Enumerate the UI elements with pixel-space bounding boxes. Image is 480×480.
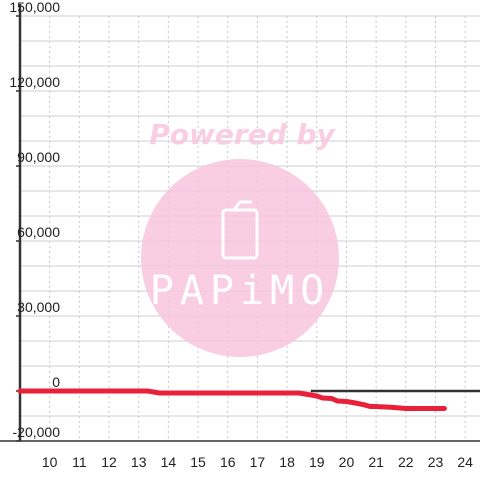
watermark-logo-text: PAPiMO [150,268,331,314]
watermark: Powered by PAPiMO [141,118,339,357]
axes [0,4,480,442]
y-tick-label: 120,000 [9,74,60,90]
phone-icon [221,200,259,260]
x-tick-label: 18 [279,454,295,470]
x-tick-label: 11 [72,454,87,470]
y-tick-label: 60,000 [17,224,60,240]
x-tick-label: 21 [368,454,384,470]
x-tick-label: 23 [428,454,444,470]
x-tick-label: 12 [101,454,117,470]
y-tick-label: 90,000 [17,149,60,165]
watermark-text: Powered by [149,118,336,151]
x-tick-label: 17 [250,454,266,470]
series-group [17,388,447,411]
y-tick-label: 150,000 [9,0,60,15]
x-tick-label: 14 [161,454,177,470]
x-tick-label: 10 [42,454,58,470]
series-line-1 [17,388,447,411]
y-tick-label: 0 [52,374,60,390]
x-tick-label: 15 [190,454,206,470]
y-tick-label: 30,000 [17,299,60,315]
x-tick-label: 19 [309,454,325,470]
x-tick-label: 22 [398,454,414,470]
x-tick-label: 24 [457,454,473,470]
x-tick-label: 13 [131,454,147,470]
x-tick-label: 16 [220,454,236,470]
x-tick-label: 20 [339,454,355,470]
tick-labels: 10 11 12 13 14 15 16 17 18 19 20 21 22 23 24 -20,000 0 30… [9,0,473,470]
y-tick-label: -20,000 [13,424,61,440]
